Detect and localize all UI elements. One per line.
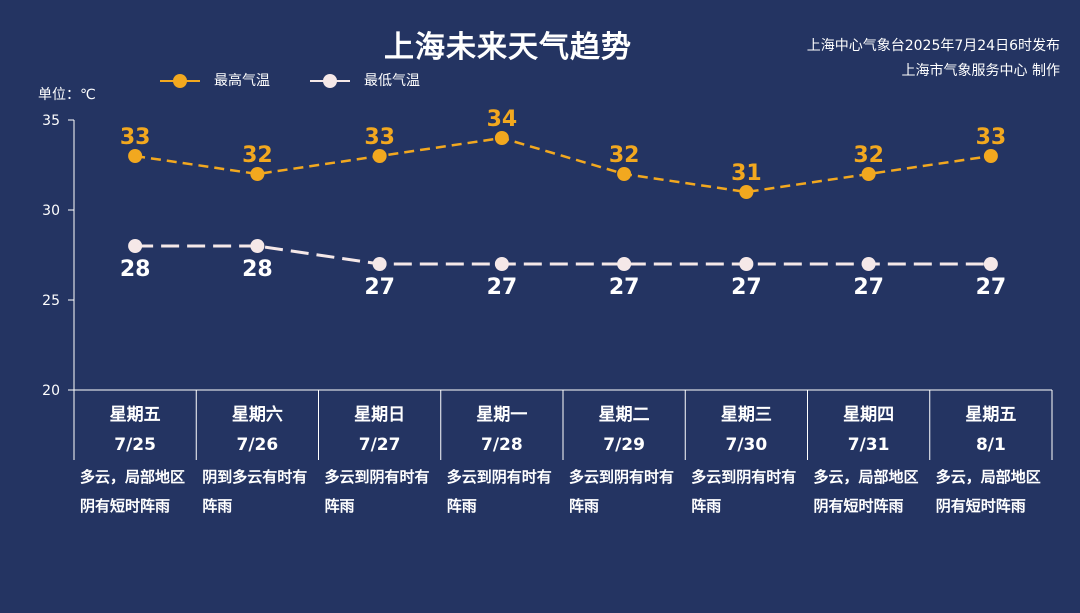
weekday-label: 星期五 [109, 405, 161, 425]
data-label-low: 27 [976, 275, 1007, 300]
page-title: 上海未来天气趋势 [384, 30, 632, 65]
data-point-high [617, 167, 632, 181]
date-label: 8/1 [975, 435, 1006, 455]
data-label-high: 32 [242, 143, 273, 168]
day-header: 星期一 7/28 [441, 400, 563, 460]
date-label: 7/30 [725, 435, 768, 455]
source-issuer: 上海中心气象台2025年7月24日6时发布 [806, 38, 1060, 54]
data-label-high: 33 [364, 125, 395, 150]
weather-description: 多云，局部地区阴有短时阵雨 [80, 468, 186, 515]
weather-description: 多云，局部地区阴有短时阵雨 [813, 468, 919, 515]
source-producer: 上海市气象服务中心 制作 [901, 63, 1060, 79]
data-point-low [983, 257, 998, 271]
weekday-label: 星期四 [843, 405, 895, 425]
data-point-low [617, 257, 632, 271]
day-header: 星期六 7/26 [196, 400, 318, 460]
data-point-low [861, 257, 876, 271]
weekday-label: 星期三 [720, 405, 772, 425]
y-tick-label: 30 [42, 203, 60, 219]
data-point-high [739, 185, 754, 199]
data-point-high [861, 167, 876, 181]
data-point-high [983, 149, 998, 163]
legend-low-label: 最低气温 [364, 73, 420, 89]
data-point-high [372, 149, 387, 163]
data-point-low [739, 257, 754, 271]
data-label-low: 28 [120, 257, 151, 282]
date-label: 7/28 [481, 435, 523, 455]
weekday-label: 星期五 [965, 405, 1017, 425]
weather-description: 多云，局部地区阴有短时阵雨 [935, 468, 1041, 515]
date-label: 7/29 [603, 435, 645, 455]
y-tick-label: 35 [42, 113, 60, 129]
data-point-high [250, 167, 265, 181]
data-label-low: 27 [731, 275, 762, 300]
data-label-high: 34 [487, 107, 518, 132]
data-point-low [494, 257, 509, 271]
data-point-low [128, 239, 143, 253]
day-header: 星期五 7/25 [74, 400, 196, 460]
legend-high-marker [173, 74, 187, 88]
weekday-label: 星期六 [231, 405, 283, 425]
data-label-low: 27 [853, 275, 884, 300]
legend-low-marker [323, 74, 337, 88]
weather-description: 多云到阴有时有阵雨 [446, 468, 552, 515]
weather-description: 多云到阴有时有阵雨 [324, 468, 430, 515]
weather-description: 多云到阴有时有阵雨 [691, 468, 797, 515]
day-header: 星期四 7/31 [808, 400, 930, 460]
weekday-label: 星期一 [476, 405, 528, 425]
data-point-low [250, 239, 265, 253]
data-label-low: 27 [364, 275, 395, 300]
data-label-low: 27 [609, 275, 640, 300]
data-point-high [494, 131, 509, 145]
y-tick-label: 20 [42, 383, 60, 399]
weather-description: 阴到多云有时有阵雨 [202, 468, 308, 515]
date-label: 7/25 [114, 435, 156, 455]
data-label-high: 33 [120, 125, 151, 150]
data-label-high: 31 [731, 161, 762, 186]
date-label: 7/26 [236, 435, 279, 455]
unit-label: 单位：℃ [38, 87, 96, 103]
data-label-high: 32 [853, 143, 884, 168]
day-header: 星期三 7/30 [685, 400, 807, 460]
weather-description: 多云到阴有时有阵雨 [569, 468, 675, 515]
series-line-low [135, 244, 991, 266]
day-header: 星期五 8/1 [930, 400, 1052, 460]
data-label-low: 28 [242, 257, 273, 282]
weekday-label: 星期日 [354, 405, 406, 425]
day-header: 星期日 7/27 [319, 400, 441, 460]
data-point-high [128, 149, 143, 163]
series-line-high [134, 136, 992, 194]
date-label: 7/31 [847, 435, 890, 455]
day-header: 星期二 7/29 [563, 400, 685, 460]
data-point-low [372, 257, 387, 271]
date-label: 7/27 [358, 435, 401, 455]
data-label-high: 32 [609, 143, 640, 168]
legend-high-label: 最高气温 [214, 73, 270, 89]
y-tick-label: 25 [42, 293, 60, 309]
data-label-low: 27 [487, 275, 518, 300]
data-label-high: 33 [976, 125, 1007, 150]
source-info: 上海中心气象台2025年7月24日6时发布 上海市气象服务中心 制作 [807, 34, 1060, 84]
weekday-label: 星期二 [598, 405, 650, 425]
